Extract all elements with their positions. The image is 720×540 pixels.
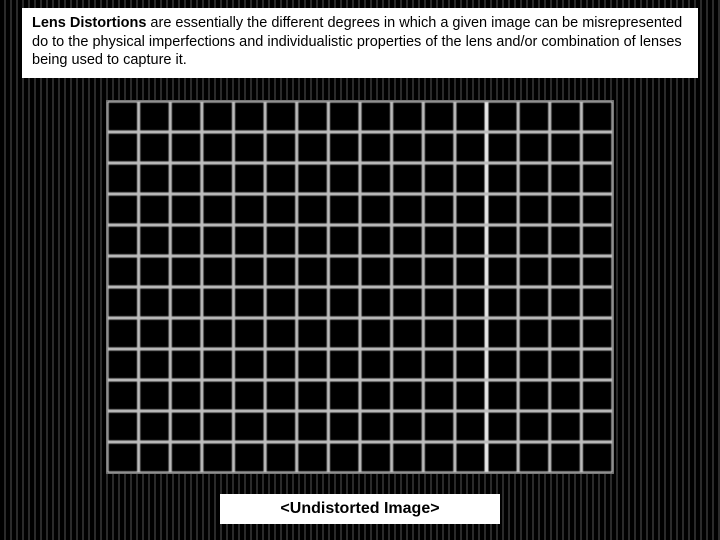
undistorted-grid bbox=[107, 101, 613, 473]
slide-content: Lens Distortions are essentially the dif… bbox=[0, 0, 720, 540]
grid-image-container bbox=[106, 100, 614, 474]
description-title: Lens Distortions bbox=[32, 15, 146, 31]
caption-text: <Undistorted Image> bbox=[280, 500, 439, 517]
description-box: Lens Distortions are essentially the dif… bbox=[22, 8, 698, 78]
caption-box: <Undistorted Image> bbox=[220, 494, 499, 524]
